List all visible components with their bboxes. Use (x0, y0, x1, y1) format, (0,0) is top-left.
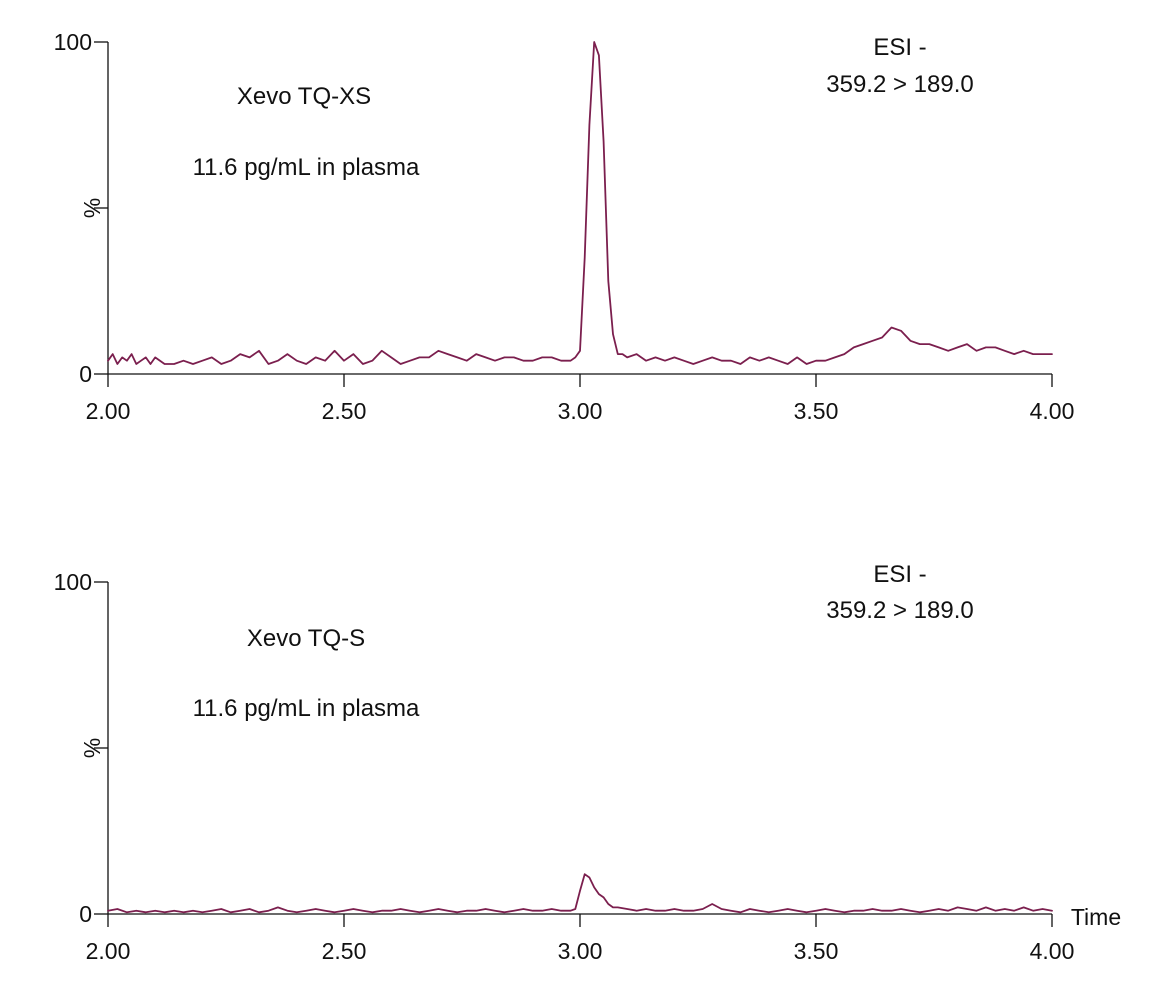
chart-panel-1: 0 100% 2.00 2.50 3.00 3.50 4.00 Xevo TQ-XS 11.6 … (54, 29, 1075, 424)
y-axis-label: % (79, 738, 105, 758)
x-tick-label: 4.00 (1030, 398, 1075, 424)
annotation-transition: 359.2 > 189.0 (826, 597, 973, 624)
y-tick-label: 100 (54, 29, 92, 55)
x-tick-label: 2.00 (86, 938, 131, 964)
y-tick-label: 0 (79, 901, 92, 927)
x-tick-label: 2.50 (322, 938, 367, 964)
chart-panel-2: 0 100% 2.00 2.50 3.00 3.50 4.00 Time Xevo TQ-S 11… (54, 561, 1122, 964)
x-tick-label: 3.00 (558, 398, 603, 424)
annotation-transition: 359.2 > 189.0 (826, 71, 973, 98)
annotation-instrument: Xevo TQ-XS (237, 83, 371, 110)
x-tick-label: 4.00 (1030, 938, 1075, 964)
series-line-1 (107, 873, 1053, 914)
y-tick-label: 0 (79, 361, 92, 387)
annotation-instrument: Xevo TQ-S (247, 625, 365, 652)
annotation-concentration: 11.6 pg/mL in plasma (193, 154, 420, 181)
x-tick-label: 2.00 (86, 398, 131, 424)
x-tick-label: 3.00 (558, 938, 603, 964)
series-line-1 (107, 41, 1053, 365)
annotation-mode: ESI - (873, 561, 926, 588)
annotation-concentration: 11.6 pg/mL in plasma (193, 695, 420, 722)
annotation-mode: ESI - (873, 34, 926, 61)
x-tick-label: 3.50 (794, 938, 839, 964)
y-axis-label: % (79, 198, 105, 218)
x-axis-label: Time (1071, 904, 1121, 930)
y-tick-label: 100 (54, 569, 92, 595)
x-tick-label: 3.50 (794, 398, 839, 424)
x-tick-label: 2.50 (322, 398, 367, 424)
